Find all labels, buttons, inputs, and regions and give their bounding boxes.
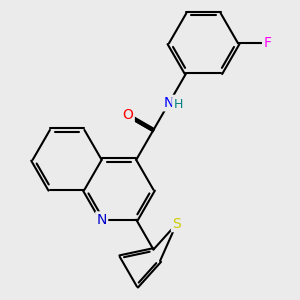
Text: H: H <box>173 98 183 111</box>
Text: N: N <box>97 213 107 226</box>
Text: O: O <box>123 108 134 122</box>
Text: F: F <box>263 36 272 50</box>
Text: N: N <box>164 96 174 110</box>
Text: S: S <box>172 217 181 231</box>
